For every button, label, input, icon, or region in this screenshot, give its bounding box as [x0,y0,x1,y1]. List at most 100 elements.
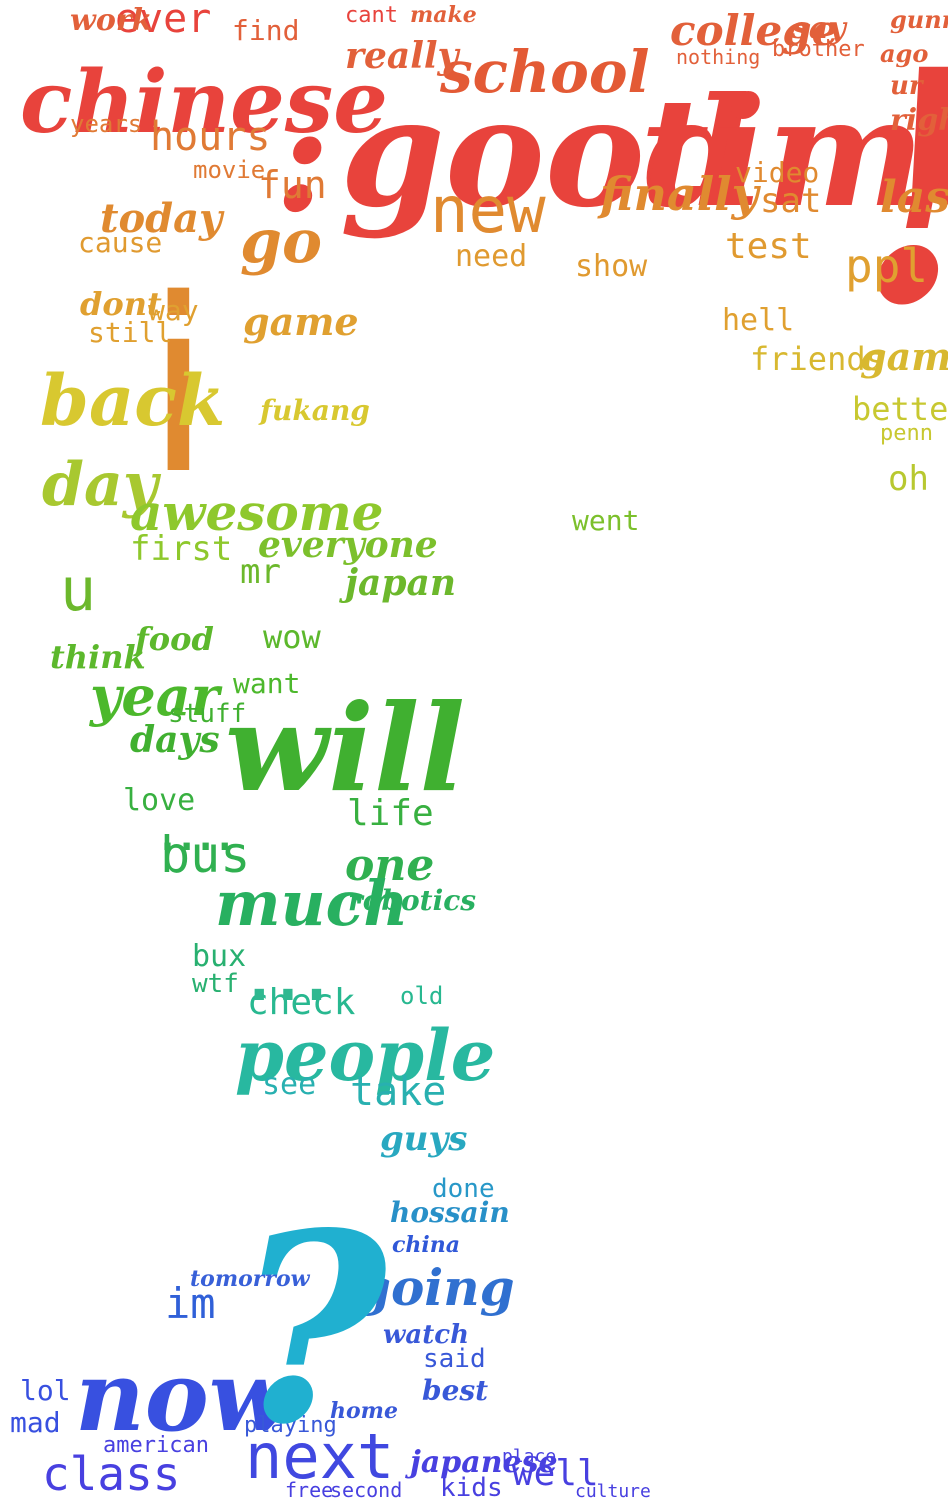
word-56: japan [339,562,456,604]
word-77: take [350,1069,446,1115]
word-36: i [145,247,212,527]
word-83: now [75,1340,295,1453]
word-92: japanese [405,1445,558,1480]
word-90: american [103,1433,209,1458]
word-67: bus [160,826,250,884]
word-76: see [262,1067,316,1102]
word-69: much [215,867,409,940]
word-16: nothing [676,45,760,69]
word-78: guys [380,1119,467,1159]
word-33: show [575,249,648,284]
word-89: class [42,1447,180,1500]
word-1: good [340,65,750,241]
word-87: best [422,1374,488,1407]
word-19: ur [890,71,925,101]
word-44: back [40,359,225,442]
word-79: done [432,1174,495,1204]
word-54: u [60,555,96,625]
word-35: ppl [845,239,928,293]
word-60: year [89,664,223,728]
word-31: cause [78,226,162,259]
word-68: one [345,840,434,891]
word-10: find [232,14,299,47]
word-4: : [275,70,330,246]
word-15: brother [772,37,865,62]
word-52: everyone [258,524,438,566]
word-81: going [356,1258,515,1317]
word-5: school [439,38,650,106]
word-72: wtf [192,969,239,999]
word-20: hours [150,114,270,160]
word-11: cant [345,3,398,28]
word-39: still [88,316,172,349]
word-24: new [430,174,546,248]
word-3: ! [855,1,948,376]
word-30: go [240,207,322,277]
word-42: friends [750,340,885,378]
word-102: playing [244,1413,337,1438]
word-75: people [235,1014,495,1097]
word-12: make [410,2,477,28]
word-46: better [852,390,948,428]
word-50: awesome [130,483,383,542]
word-8: ever [115,0,211,42]
word-41: hell [722,303,794,338]
word-32: need [455,239,527,274]
word-98: second [330,1478,402,1500]
word-74: old [400,982,443,1010]
word-38: way [148,294,199,327]
word-17: ago [880,39,928,68]
word-88: next [245,1420,394,1493]
word-34: test [725,226,812,267]
word-53: went [572,504,639,537]
word-82: im [165,1279,216,1328]
word-59: think [50,638,146,676]
word-86: said [423,1344,486,1374]
word-73: check [247,982,356,1023]
word-48: oh [888,459,929,499]
word-6: college [670,6,838,55]
word-84: lol [20,1374,71,1407]
word-104: ? [235,1177,389,1482]
word-70: robotics [348,884,476,917]
word-21: years [70,110,142,138]
word-47: penn [880,421,933,446]
word-62: will [225,678,465,819]
word-25: finally [597,167,762,221]
word-55: mr [240,552,281,592]
word-66: life [347,793,434,834]
word-96: china [392,1232,460,1258]
word-40: game [243,299,359,344]
word-80: hossain [390,1196,510,1229]
word-100: place [502,1446,556,1467]
word-18: right [890,103,948,138]
word-97: free [285,1478,333,1500]
word-37: dont [80,285,162,323]
word-27: sat [760,181,821,221]
word-57: food [133,620,214,658]
word-26: video [735,156,819,189]
word-94: home [330,1398,398,1424]
word-65: love [123,783,195,818]
word-95: watch [383,1320,469,1350]
word-61: want [233,667,300,700]
word-101: tomorrow [190,1266,311,1292]
word-71: bux [192,939,246,974]
word-63: days [130,719,220,761]
word-9: work [70,3,152,38]
word-99: culture [575,1481,651,1500]
word-105: .... [158,795,234,865]
word-93: kids [440,1473,503,1500]
word-85: mad [10,1406,61,1439]
word-13: say [791,11,848,46]
word-29: today [100,195,225,242]
word-45: fukang [258,394,370,427]
word-103: ... [245,917,331,1022]
word-7: really [345,35,461,77]
word-2: time [640,65,948,241]
word-43: games [860,334,948,379]
word-51: first [130,529,232,569]
word-49: day [42,450,162,520]
